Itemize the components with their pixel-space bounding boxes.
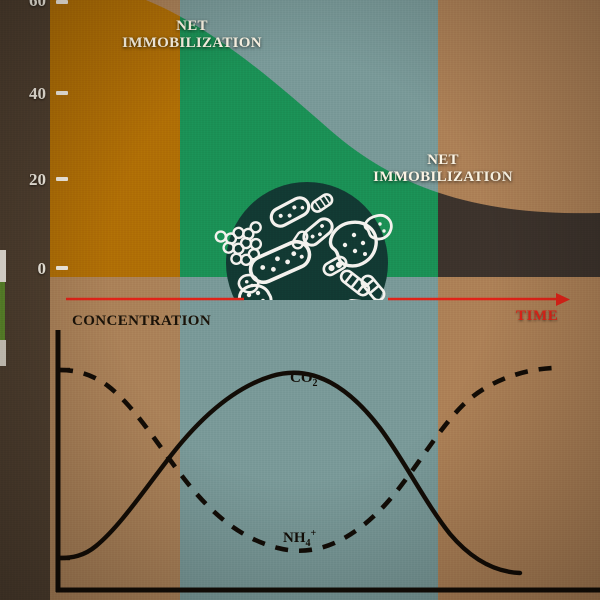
annotation-net-immobilization-right: NET IMMOBILIZATION xyxy=(348,152,538,186)
y-tick-mark-0 xyxy=(56,266,68,270)
left-edge-white-sliver-2 xyxy=(0,340,6,366)
left-edge-green-sliver xyxy=(0,282,5,340)
curve-label-co2: CO2 xyxy=(290,370,318,389)
annotation-right-line1: NET xyxy=(427,152,459,168)
area-region-orange xyxy=(50,0,180,277)
co2-label-subscript: 2 xyxy=(312,378,318,389)
area-region-dark xyxy=(438,192,600,277)
annotation-right-line2: IMMOBILIZATION xyxy=(373,168,513,185)
time-axis-label: TIME xyxy=(516,308,559,324)
upper-area-chart: 60 40 20 0 NET IMMOBILIZATION NET IMMOBI… xyxy=(29,0,600,300)
annotation-left-line2: IMMOBILIZATION xyxy=(122,34,262,51)
nh4-label-subscript: 4 xyxy=(305,538,311,549)
microbe-circle-icon xyxy=(214,182,393,300)
annotation-left-line1: NET xyxy=(176,18,208,34)
annotation-net-immobilization-left: NET IMMOBILIZATION xyxy=(92,18,292,52)
y-tick-mark-40 xyxy=(56,91,68,95)
time-axis-arrow xyxy=(66,293,570,306)
lower-chart-y-axis-label: CONCENTRATION xyxy=(72,313,212,329)
y-tick-mark-20 xyxy=(56,177,68,181)
curve-label-nh4: NH4+ xyxy=(283,528,316,549)
y-tick-mark-60 xyxy=(56,0,68,4)
lower-chart-svg xyxy=(55,330,600,593)
y-tick-label-20: 20 xyxy=(29,170,46,189)
nh4-label-main: NH xyxy=(283,530,306,546)
co2-label-main: CO xyxy=(290,370,313,386)
y-tick-label-60: 60 xyxy=(29,0,46,10)
lower-line-chart xyxy=(0,300,600,600)
left-edge-white-sliver xyxy=(0,250,6,282)
nh4-label-superscript: + xyxy=(310,528,317,539)
upper-chart-svg xyxy=(50,0,600,300)
y-tick-label-0: 0 xyxy=(37,259,47,278)
background-band-dark-brown xyxy=(0,0,50,600)
curve-nh4 xyxy=(59,365,553,554)
curve-co2 xyxy=(57,370,523,576)
time-arrowhead-icon xyxy=(556,293,570,306)
y-tick-label-40: 40 xyxy=(29,84,46,103)
